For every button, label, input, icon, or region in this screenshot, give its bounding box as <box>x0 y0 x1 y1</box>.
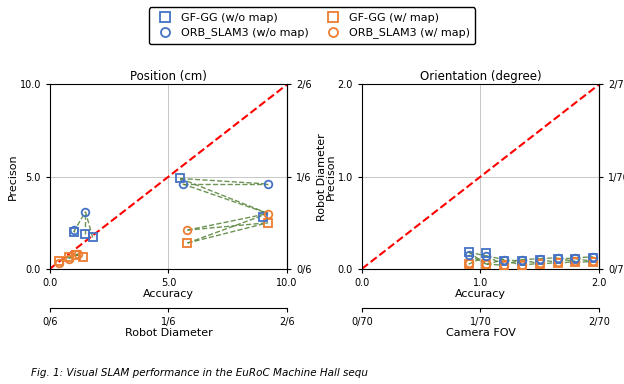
Title: Position (cm): Position (cm) <box>130 70 207 83</box>
Y-axis label: Robot Diameter: Robot Diameter <box>317 133 327 220</box>
Legend: GF-GG (w/o map), ORB_SLAM3 (w/o map), GF-GG (w/ map), ORB_SLAM3 (w/ map): GF-GG (w/o map), ORB_SLAM3 (w/o map), GF… <box>149 7 475 44</box>
X-axis label: Camera FOV: Camera FOV <box>446 328 515 338</box>
X-axis label: Robot Diameter: Robot Diameter <box>125 328 212 338</box>
Y-axis label: Precison: Precison <box>326 153 336 200</box>
Text: Fig. 1: Visual SLAM performance in the EuRoC Machine Hall sequ: Fig. 1: Visual SLAM performance in the E… <box>31 368 368 378</box>
Title: Orientation (degree): Orientation (degree) <box>420 70 541 83</box>
X-axis label: Accuracy: Accuracy <box>455 289 506 299</box>
X-axis label: Accuracy: Accuracy <box>143 289 194 299</box>
Y-axis label: Precison: Precison <box>8 153 18 200</box>
